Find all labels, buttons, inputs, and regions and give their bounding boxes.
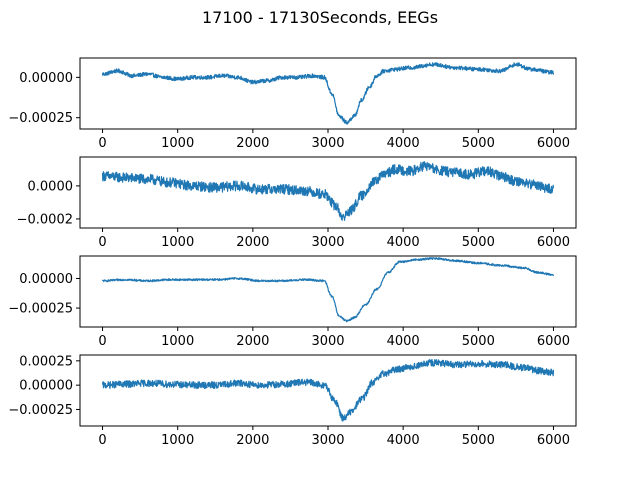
x-tick-label: 3000: [311, 235, 344, 250]
y-tick-label: 0.00000: [19, 379, 73, 394]
x-tick-label: 5000: [462, 334, 495, 349]
y-tick-label: 0.00000: [19, 71, 73, 86]
eeg-trace-line: [101, 161, 555, 221]
x-tick-label: 1000: [161, 136, 194, 151]
y-tick-label: −0.0002: [17, 212, 73, 227]
x-tick-label: 4000: [387, 433, 420, 448]
x-tick-label: 2000: [236, 235, 269, 250]
y-tick-label: −0.00025: [8, 111, 73, 126]
eeg-trace-line: [101, 358, 555, 422]
x-tick-label: 3000: [311, 433, 344, 448]
axes-frame: [79, 57, 577, 130]
x-tick-label: 5000: [462, 136, 495, 151]
x-tick-label: 6000: [537, 334, 570, 349]
x-tick-label: 0: [98, 136, 106, 151]
x-tick-label: 2000: [236, 433, 269, 448]
x-tick-label: 3000: [311, 334, 344, 349]
y-tick-label: 0.00025: [19, 354, 73, 369]
x-tick-label: 5000: [462, 433, 495, 448]
x-tick-label: 4000: [387, 334, 420, 349]
eeg-subplot-1: 0 1000 2000 3000 4000 5000 6000 0.00000 −0.00025: [8, 57, 577, 151]
x-tick-label: 6000: [537, 136, 570, 151]
y-tick-label: −0.00025: [8, 302, 73, 317]
x-tick-label: 1000: [161, 235, 194, 250]
x-tick-label: 5000: [462, 235, 495, 250]
eeg-subplot-2: 0 1000 2000 3000 4000 5000 6000 0.0000 −0.0002: [17, 156, 577, 250]
y-tick-label: 0.00000: [19, 272, 73, 287]
x-tick-label: 3000: [311, 136, 344, 151]
figure-title: 17100 - 17130Seconds, EEGs: [202, 8, 438, 27]
x-tick-label: 0: [98, 235, 106, 250]
subplot-stack: 0 1000 2000 3000 4000 5000 60000.00000−0.00025…: [8, 57, 577, 448]
x-tick-label: 2000: [236, 136, 269, 151]
x-tick-label: 4000: [387, 136, 420, 151]
y-tick-label: −0.00025: [8, 403, 73, 418]
eeg-subplot-4: 0 1000 2000 3000 4000 5000 6000 0.00025 0.00000 −…: [8, 354, 577, 448]
x-tick-label: 4000: [387, 235, 420, 250]
x-tick-label: 0: [98, 334, 106, 349]
x-tick-label: 2000: [236, 334, 269, 349]
x-tick-label: 0: [98, 433, 106, 448]
axes-frame: [79, 156, 577, 229]
eeg-trace-line: [101, 62, 555, 125]
x-tick-label: 6000: [537, 433, 570, 448]
eeg-subplot-3: 0 1000 2000 3000 4000 5000 6000 0.00000 −0.00025: [8, 255, 577, 349]
x-tick-label: 6000: [537, 235, 570, 250]
eeg-trace-line: [101, 256, 555, 323]
y-tick-label: 0.0000: [28, 179, 74, 194]
x-tick-label: 1000: [161, 334, 194, 349]
x-tick-label: 1000: [161, 433, 194, 448]
